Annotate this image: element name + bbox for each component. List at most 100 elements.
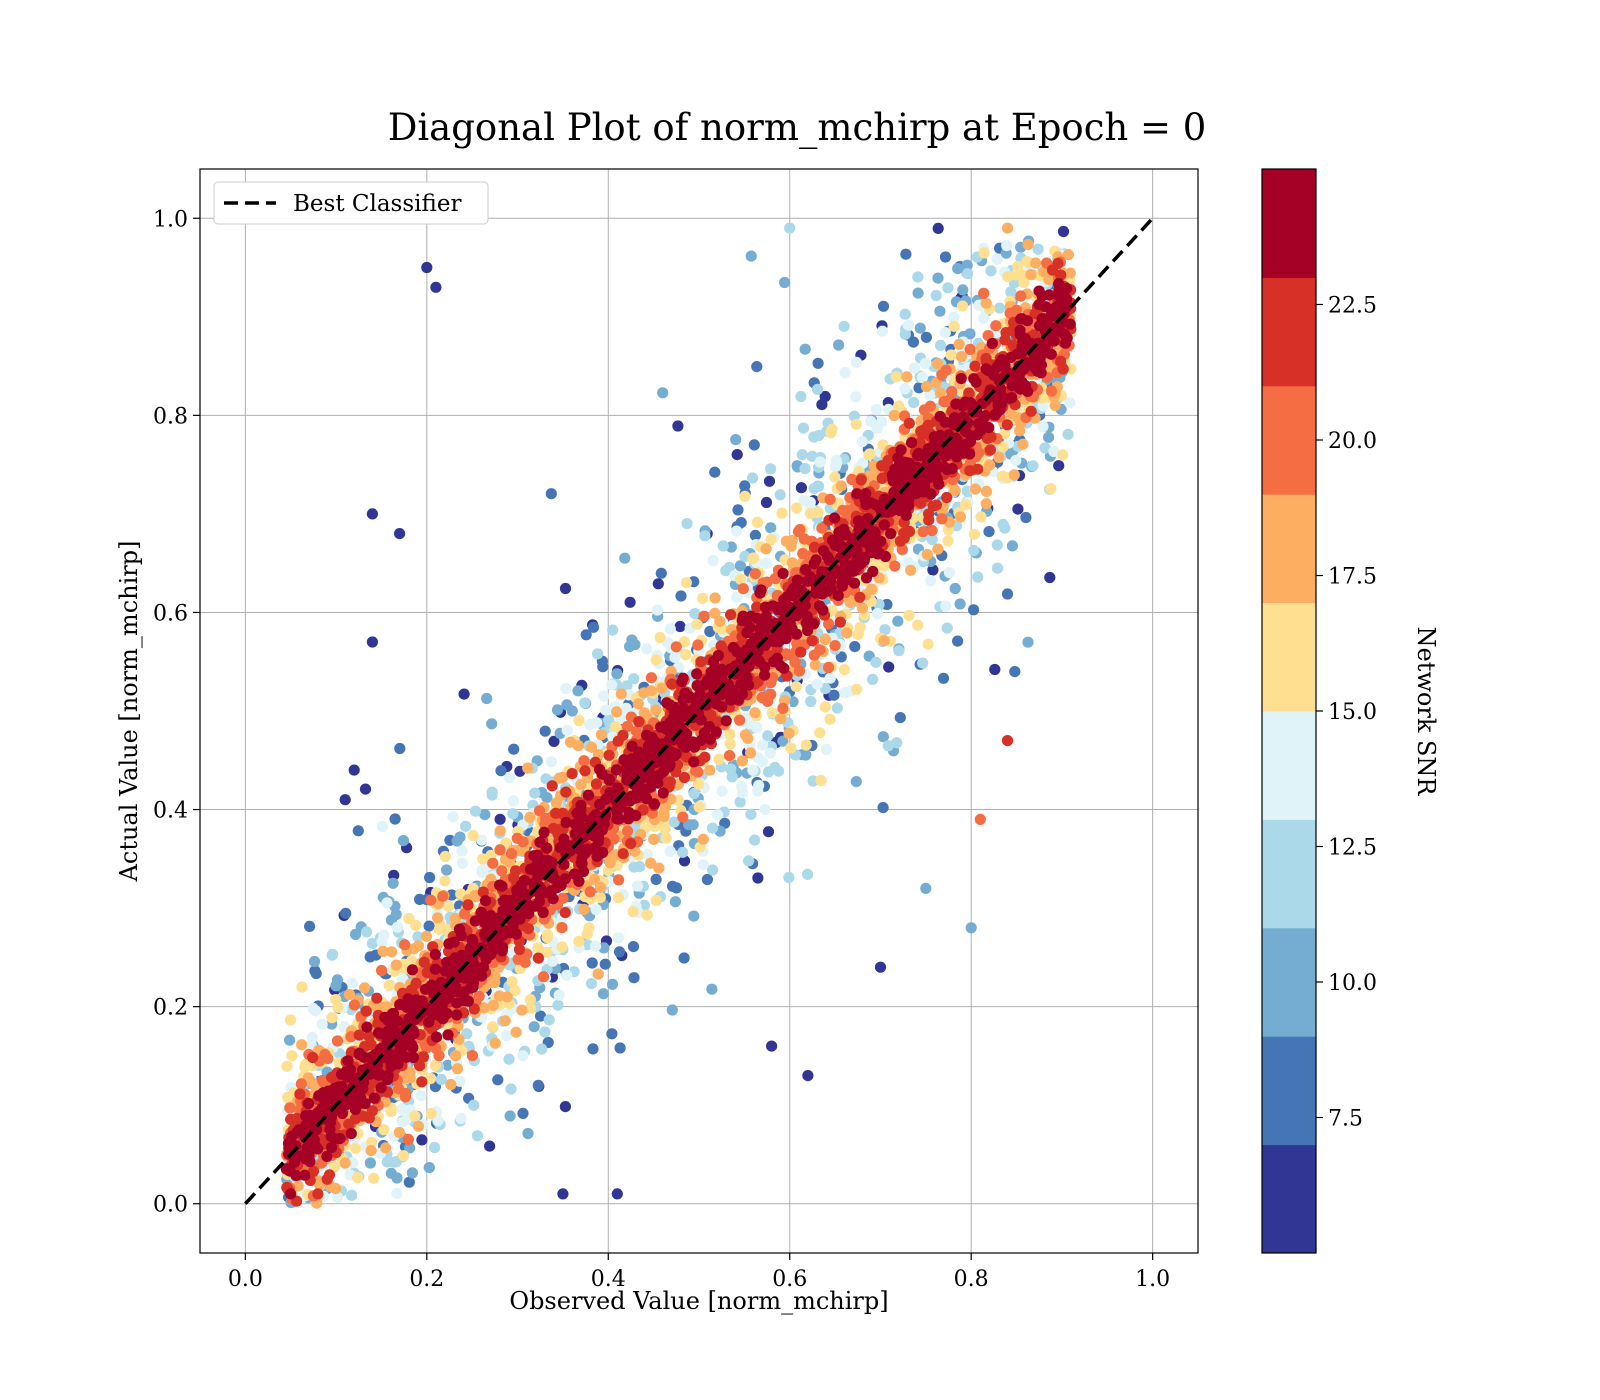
scatter-point [997,441,1009,453]
scatter-point [648,833,660,846]
scatter-point [425,1108,437,1120]
scatter-point [512,953,524,965]
scatter-point [1014,425,1026,437]
scatter-point [815,774,827,787]
scatter-point [865,415,877,427]
scatter-point [613,946,626,958]
scatter-point [793,665,806,677]
scatter-point [437,890,449,902]
scatter-point [993,451,1005,463]
scatter-point [443,900,455,913]
scatter-point [537,971,550,983]
scatter-point [678,771,691,784]
scatter-point [560,682,572,695]
scatter-point [506,976,518,988]
scatter-point [348,999,361,1011]
scatter-point [439,875,451,887]
scatter-point [850,391,862,403]
scatter-point [1022,636,1034,648]
scatter-point [417,1051,429,1063]
scatter-point [693,801,705,813]
scatter-point [917,526,929,538]
scatter-point [899,383,911,395]
scatter-point [812,357,824,369]
scatter-point [578,755,590,767]
scatter-point [783,871,795,884]
scatter-point [890,371,902,383]
scatter-point [397,1116,409,1128]
scatter-point [1018,276,1030,289]
scatter-point [932,358,944,370]
scatter-point [479,809,491,821]
scatter-point [775,713,787,725]
scatter-point [416,1134,428,1146]
scatter-point [675,590,687,602]
scatter-point [680,649,692,661]
scatter-point [934,339,947,351]
scatter-point [831,702,843,714]
scatter-point [823,618,835,630]
scatter-point [666,1004,678,1016]
scatter-point [573,714,585,727]
scatter-point [560,786,572,798]
scatter-point [1052,257,1064,270]
scatter-point [645,672,658,684]
scatter-point [493,990,505,1002]
scatter-point [584,886,596,898]
scatter-point [450,1050,462,1062]
scatter-point [516,1004,528,1016]
scatter-point [400,1087,412,1100]
scatter-point [942,282,954,294]
scatter-point [716,785,728,797]
scatter-point [366,937,378,950]
scatter-point [751,361,763,373]
scatter-point [484,1140,496,1152]
scatter-point [487,857,499,869]
scatter-point [606,978,619,990]
scatter-point [545,488,557,500]
scatter-point [645,857,657,869]
scatter-point [545,756,557,768]
scatter-point [529,787,541,799]
scatter-point [524,994,536,1006]
scatter-point [932,272,944,284]
scatter-point [517,1050,529,1062]
scatter-point [385,1167,397,1179]
scatter-point [543,1014,555,1026]
scatter-point [591,717,603,729]
scatter-point [586,957,598,969]
scatter-point [990,320,1002,332]
scatter-point [296,981,308,993]
scatter-point [1064,397,1076,409]
scatter-point [688,910,700,922]
scatter-point [454,1075,466,1087]
scatter-point [962,268,974,280]
scatter-point [709,592,721,604]
scatter-point [1012,260,1024,272]
scatter-point [561,724,573,736]
scatter-point [660,832,672,844]
scatter-point [595,729,608,741]
scatter-point [1039,442,1051,454]
scatter-point [805,695,817,708]
scatter-point [442,1059,454,1071]
scatter-point [720,565,732,577]
scatter-point [688,787,700,800]
scatter-point [486,789,498,801]
scatter-point [1020,511,1032,524]
scatter-point [510,1026,522,1038]
scatter-point [692,639,704,651]
scatter-point [332,1001,344,1013]
scatter-point [551,704,564,716]
scatter-point [925,575,937,587]
scatter-point [1010,454,1022,467]
scatter-point [813,480,825,492]
scatter-point [456,857,468,870]
scatter-point [304,920,316,933]
scatter-point [980,353,992,365]
scatter-point [420,930,433,942]
scatter-point [597,988,610,1000]
scatter-point [760,496,773,509]
scatter-point [930,499,943,511]
scatter-point [994,302,1006,314]
